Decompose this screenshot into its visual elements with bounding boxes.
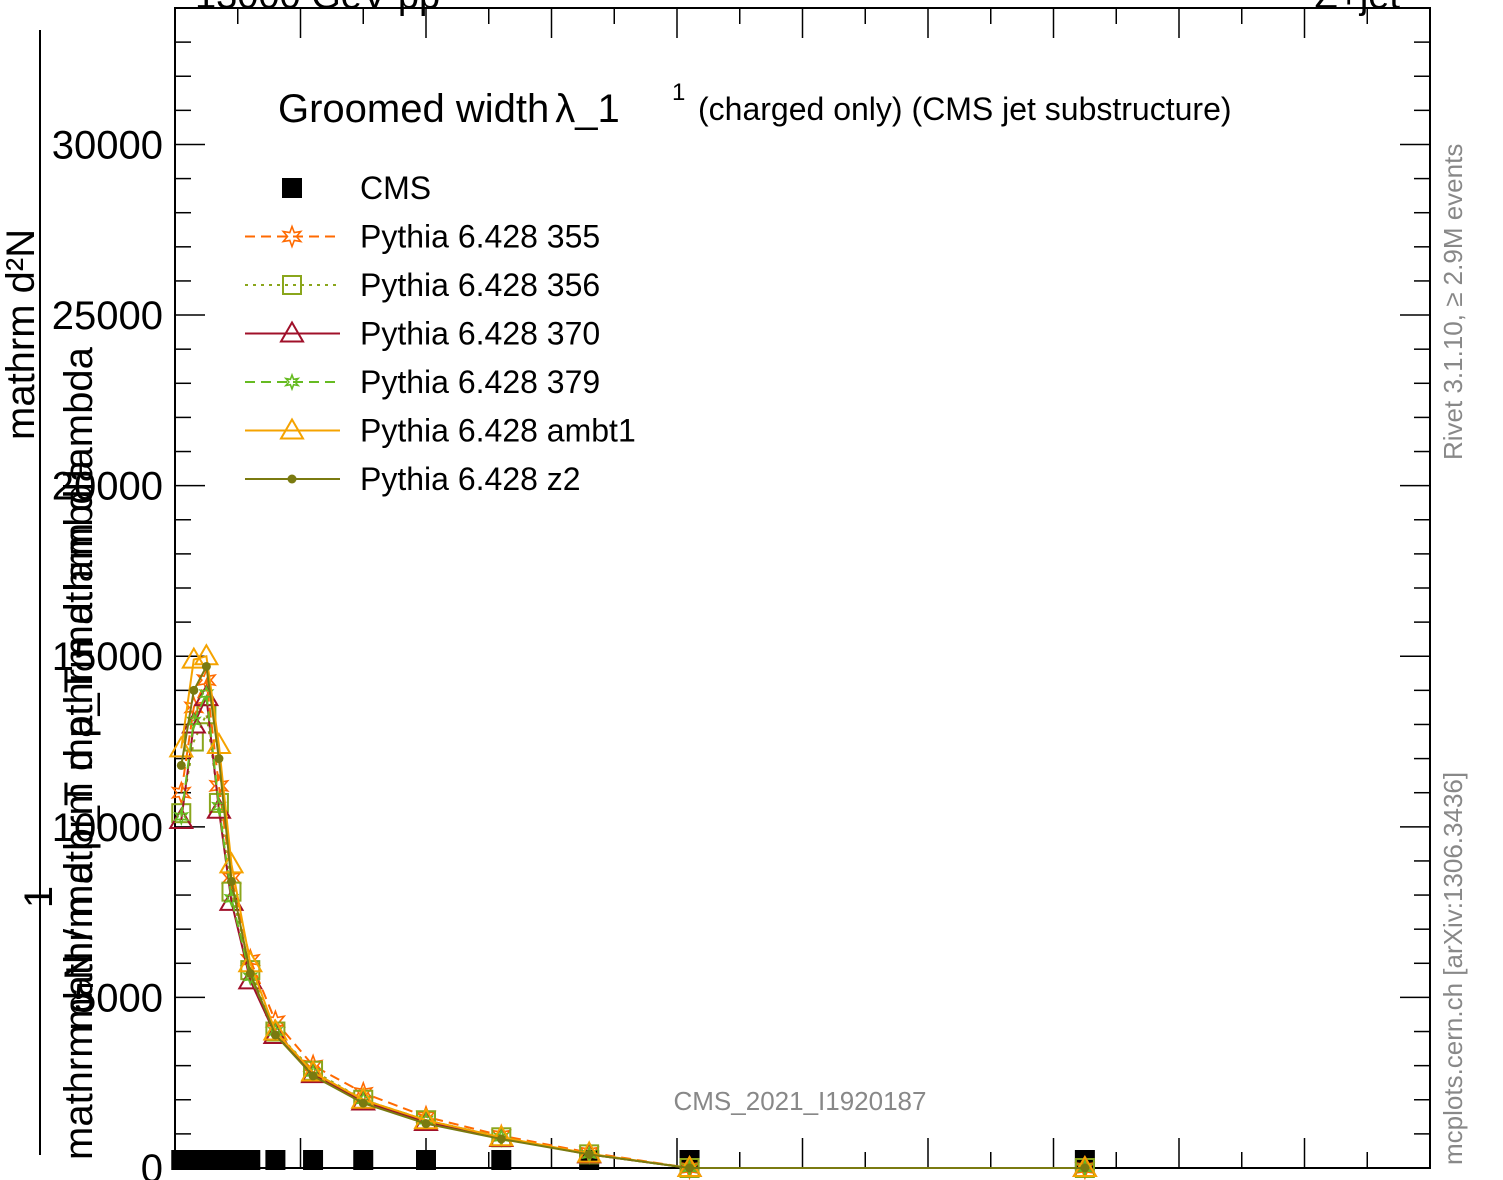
series-3: [168, 684, 1098, 1177]
legend-entry: Pythia 6.428 356: [245, 267, 600, 303]
data-point: [170, 780, 192, 806]
y-tick-label: 10000: [52, 806, 163, 850]
data-point: [214, 754, 224, 764]
legend-entry: Pythia 6.428 z2: [245, 461, 581, 497]
data-point: [242, 967, 259, 987]
plot-title-superscript: 1: [672, 79, 685, 106]
data-point: [176, 760, 186, 770]
legend-label: Pythia 6.428 355: [360, 219, 600, 255]
y-label-derivative-denominator: mathrm d p_T mathrm d lambda: [57, 459, 101, 1030]
legend-marker: [287, 474, 297, 484]
analysis-id: CMS_2021_I1920187: [674, 1086, 927, 1116]
data-point: [168, 735, 195, 758]
data-point: [491, 1150, 512, 1170]
data-point: [1080, 1163, 1090, 1173]
series-line: [180, 710, 1085, 1169]
data-point: [353, 1150, 374, 1170]
data-point: [201, 661, 211, 671]
data-point: [198, 684, 215, 704]
series-layer: [168, 643, 1098, 1180]
data-point: [173, 807, 190, 826]
legend-entry: Pythia 6.428 355: [245, 219, 600, 255]
legend-entry: Pythia 6.428 370: [245, 316, 600, 352]
legend-entry: CMS: [282, 170, 431, 206]
series-2: [171, 704, 1095, 1178]
data-point: [189, 685, 199, 695]
legend-marker: [282, 178, 302, 198]
series-5: [168, 643, 1098, 1177]
series-line: [180, 690, 1085, 1169]
legend-marker: [281, 224, 303, 249]
y-tick-label: 25000: [52, 294, 163, 338]
legend-label: CMS: [360, 170, 431, 206]
legend-label: Pythia 6.428 356: [360, 267, 600, 303]
legend-label: Pythia 6.428 370: [360, 316, 600, 352]
plot-title-suffix: (charged only) (CMS jet substructure): [698, 91, 1232, 127]
data-point: [195, 667, 217, 693]
data-point: [226, 876, 236, 886]
y-tick-label: 20000: [52, 465, 163, 509]
legend-entry: Pythia 6.428 ambt1: [245, 413, 636, 449]
data-point: [685, 1163, 695, 1173]
y-axis: 0 5000 10000 15000 20000 25000 30000: [52, 7, 1430, 1180]
series-1: [170, 667, 1096, 1180]
legend-marker: [279, 417, 305, 440]
data-point: [1072, 1155, 1098, 1177]
legend-marker: [282, 275, 302, 295]
series-line: [180, 663, 1085, 1169]
legend-entry: Pythia 6.428 379: [245, 364, 600, 400]
mcplots-label: mcplots.cern.ch [arXiv:1306.3436]: [1438, 772, 1468, 1165]
y-tick-label: 5000: [74, 976, 163, 1020]
series-4: [173, 684, 1093, 1178]
series-line: [180, 693, 1085, 1169]
data-point: [221, 1150, 242, 1170]
data-point: [240, 1150, 261, 1170]
y-label-denominator: mathrm d N / mathrm d p_T mathrm d lambd…: [57, 346, 101, 1160]
plot-title-main: Groomed width λ_1: [278, 87, 620, 131]
data-point: [416, 1150, 436, 1170]
data-point: [245, 969, 255, 979]
plot-title: Groomed width λ_1 1 (charged only) (CMS j…: [278, 79, 1232, 131]
series-6: [176, 661, 1090, 1173]
data-point: [350, 1086, 376, 1109]
y-tick-label: 0: [141, 1147, 163, 1180]
y-tick-label: 15000: [52, 635, 163, 679]
legend: CMS Pythia 6.428 355 Pythia 6.428 356 Pythi…: [245, 170, 636, 497]
y-label-derivative: mathrm d²N: [0, 229, 43, 440]
data-point: [185, 711, 202, 731]
rivet-label: Rivet 3.1.10, ≥ 2.9M events: [1438, 144, 1468, 460]
data-point: [308, 1071, 318, 1081]
data-point: [270, 1030, 280, 1040]
data-point: [421, 1119, 431, 1129]
legend-label: Pythia 6.428 z2: [360, 461, 581, 497]
data-point: [303, 1150, 324, 1170]
legend-marker: [279, 320, 305, 343]
data-point: [576, 1140, 602, 1163]
series-line: [180, 654, 1085, 1169]
data-point: [262, 1018, 289, 1041]
data-point: [413, 1107, 439, 1130]
y-axis-label: 1 mathrm d N / mathrm d p_T mathrm d lam…: [0, 30, 101, 1160]
series-line: [180, 676, 1085, 1169]
data-point: [488, 1124, 515, 1147]
data-point: [265, 1150, 286, 1170]
legend-marker: [283, 372, 301, 392]
y-tick-label: 30000: [52, 123, 163, 167]
data-point: [496, 1134, 506, 1144]
legend-label: Pythia 6.428 379: [360, 364, 600, 400]
data-point: [584, 1149, 594, 1159]
legend-label: Pythia 6.428 ambt1: [360, 413, 636, 449]
data-point: [358, 1098, 368, 1108]
